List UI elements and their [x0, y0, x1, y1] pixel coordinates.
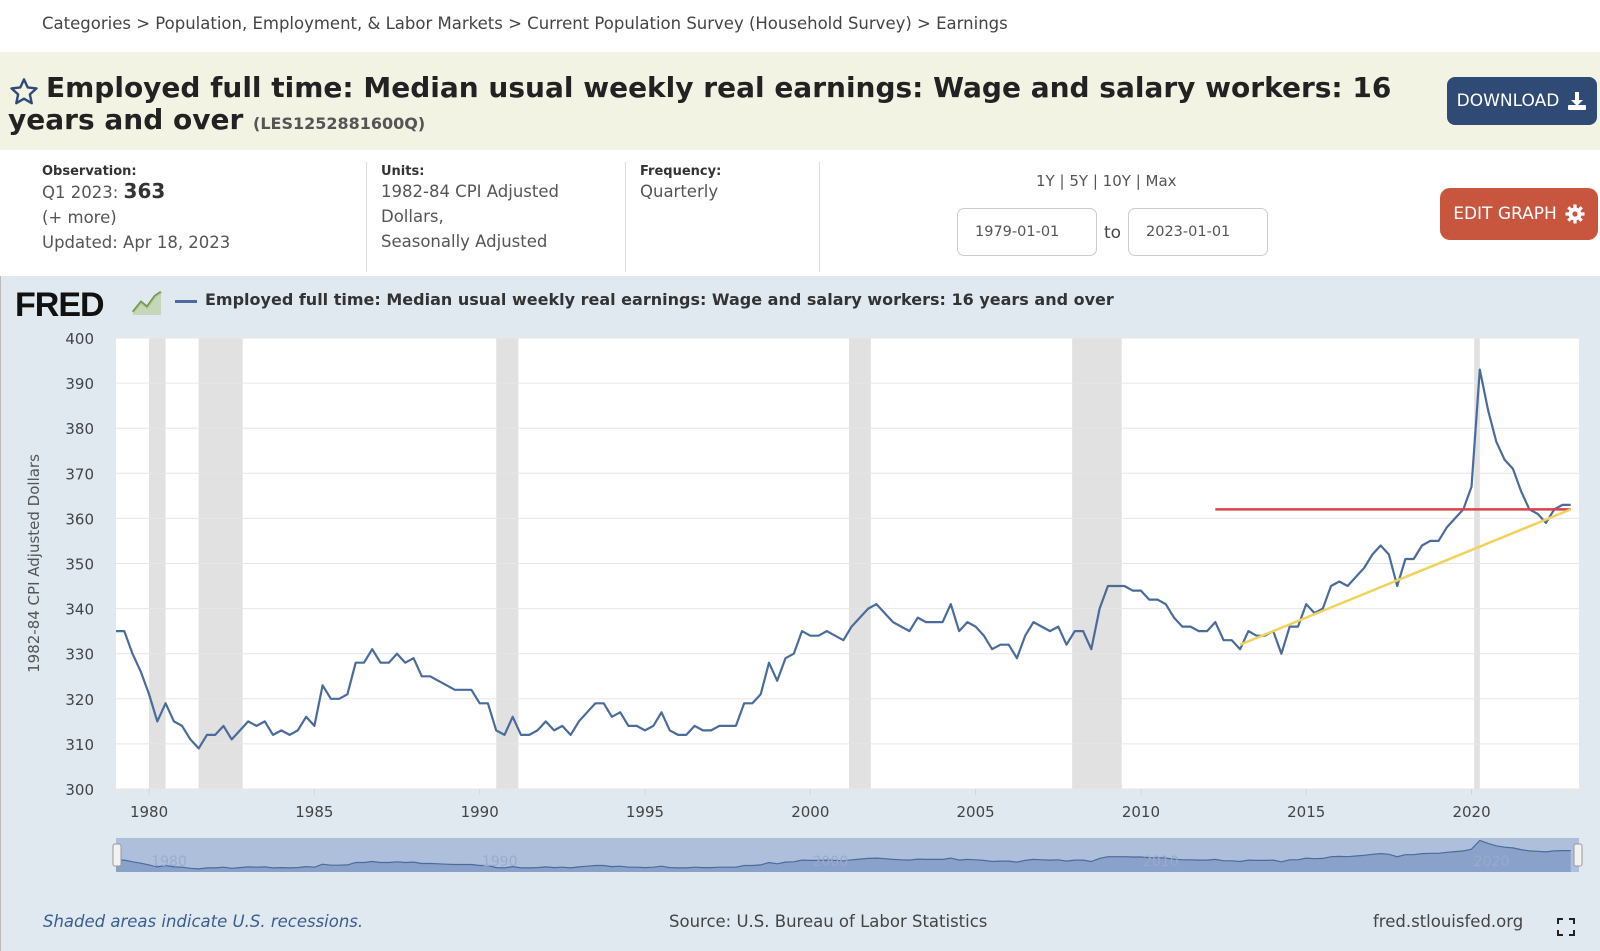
series-line	[116, 368, 1571, 750]
yellow-trend-line	[1239, 508, 1572, 646]
x-tick-label: 1985	[295, 803, 333, 821]
series-id: (LES1252881600Q)	[253, 114, 426, 133]
navigator-label: 2010	[1143, 854, 1179, 870]
gear-icon	[1565, 204, 1585, 224]
navigator-label: 2000	[812, 854, 848, 870]
navigator-area	[116, 840, 1571, 872]
x-tick-label: 2005	[957, 803, 995, 821]
observation-line: Q1 2023: 363	[42, 179, 230, 205]
source-note[interactable]: Source: U.S. Bureau of Labor Statistics	[669, 912, 988, 931]
range-1y[interactable]: 1Y	[1036, 172, 1055, 190]
y-tick-label: 380	[65, 420, 94, 438]
range-separator: |	[1092, 172, 1103, 190]
breadcrumb-separator: >	[917, 14, 931, 33]
y-tick-label: 330	[65, 646, 94, 664]
chart-panel: FRED Employed full time: Median usual we…	[0, 276, 1600, 951]
range-separator: |	[1059, 172, 1070, 190]
divider	[366, 162, 367, 272]
download-label: DOWNLOAD	[1456, 91, 1560, 111]
range-max[interactable]: Max	[1145, 172, 1177, 190]
y-tick-label: 310	[65, 736, 94, 754]
y-tick-label: 350	[65, 556, 94, 574]
y-tick-label: 300	[65, 781, 94, 799]
breadcrumb-item-cps[interactable]: Current Population Survey (Household Sur…	[527, 14, 912, 33]
series-title: Employed full time: Median usual weekly …	[8, 71, 1392, 136]
edit-graph-button[interactable]: EDIT GRAPH	[1440, 188, 1598, 240]
range-5y[interactable]: 5Y	[1069, 172, 1089, 190]
fullscreen-icon[interactable]	[1557, 918, 1575, 936]
breadcrumb: Categories > Population, Employment, & L…	[42, 14, 1008, 33]
range-10y[interactable]: 10Y	[1102, 172, 1131, 190]
to-label: to	[1104, 223, 1122, 243]
start-date-input[interactable]: 1979-01-01	[957, 208, 1097, 256]
y-tick-label: 370	[65, 465, 94, 483]
site-link[interactable]: fred.stlouisfed.org	[1373, 912, 1524, 931]
frequency-value: Quarterly	[640, 182, 719, 201]
edit-graph-label: EDIT GRAPH	[1453, 204, 1557, 224]
line-chart: 300 310 320 330 340 350 360 370 380 390 400 1980 198…	[25, 330, 1583, 872]
breadcrumb-separator: >	[508, 14, 522, 33]
y-tick-label: 360	[65, 510, 94, 528]
units-label: Units:	[381, 164, 425, 179]
units-line: Seasonally Adjusted	[381, 232, 548, 251]
x-tick-label: 1990	[461, 803, 499, 821]
y-tick-label: 340	[65, 601, 94, 619]
x-tick-label: 2010	[1122, 803, 1160, 821]
divider	[625, 162, 626, 272]
series-metadata: Observation: Q1 2023: 363 (+ more) Updat…	[0, 150, 1600, 276]
page-title: Employed full time: Median usual weekly …	[8, 72, 1408, 140]
observation-block: Observation: Q1 2023: 363 (+ more) Updat…	[42, 164, 230, 255]
observation-label: Observation:	[42, 164, 137, 179]
frequency-label: Frequency:	[640, 164, 722, 179]
range-separator: |	[1135, 172, 1146, 190]
x-tick-label: 2000	[791, 803, 829, 821]
legend-swatch	[175, 300, 197, 303]
more-link[interactable]: (+ more)	[42, 208, 117, 227]
title-bar: Employed full time: Median usual weekly …	[0, 52, 1600, 150]
units-line: Dollars,	[381, 207, 444, 226]
legend-label: Employed full time: Median usual weekly …	[205, 290, 1114, 309]
range-selector: 1Y | 5Y | 10Y | Max	[1036, 172, 1177, 190]
y-tick-label: 320	[65, 691, 94, 709]
x-tick-label: 1980	[130, 803, 168, 821]
y-axis-label: 1982-84 CPI Adjusted Dollars	[25, 454, 43, 673]
navigator-label: 1980	[151, 854, 187, 870]
x-tick-label: 2015	[1287, 803, 1325, 821]
x-tick-label: 1995	[626, 803, 664, 821]
fred-logo: FRED	[15, 286, 105, 324]
x-tick-label: 2020	[1452, 803, 1490, 821]
observation-period: Q1 2023:	[42, 183, 119, 202]
star-icon[interactable]	[8, 76, 40, 108]
breadcrumb-separator: >	[136, 14, 151, 33]
y-tick-label: 390	[65, 375, 94, 393]
units-block: Units: 1982-84 CPI Adjusted Dollars, Sea…	[381, 164, 559, 254]
frequency-block: Frequency: Quarterly	[640, 164, 721, 204]
end-date-input[interactable]: 2023-01-01	[1128, 208, 1268, 256]
updated-date: Updated: Apr 18, 2023	[42, 233, 231, 252]
observation-value: 363	[123, 179, 166, 203]
y-tick-label: 400	[65, 330, 94, 348]
navigator-handle[interactable]	[112, 843, 122, 867]
navigator-handle[interactable]	[1573, 843, 1583, 867]
download-button[interactable]: DOWNLOAD	[1447, 77, 1597, 125]
navigator-label: 1990	[482, 854, 518, 870]
download-icon	[1568, 92, 1587, 110]
units-line: 1982-84 CPI Adjusted	[381, 182, 559, 201]
breadcrumb-item-earnings[interactable]: Earnings	[936, 14, 1008, 33]
navigator-label: 2020	[1474, 854, 1510, 870]
breadcrumb-item-categories[interactable]: Categories	[42, 14, 131, 33]
navigator-series	[116, 839, 1571, 870]
fred-chart-logo-icon	[132, 290, 162, 315]
divider	[819, 162, 820, 272]
breadcrumb-item-population[interactable]: Population, Employment, & Labor Markets	[155, 14, 503, 33]
recession-note: Shaded areas indicate U.S. recessions.	[43, 912, 364, 931]
